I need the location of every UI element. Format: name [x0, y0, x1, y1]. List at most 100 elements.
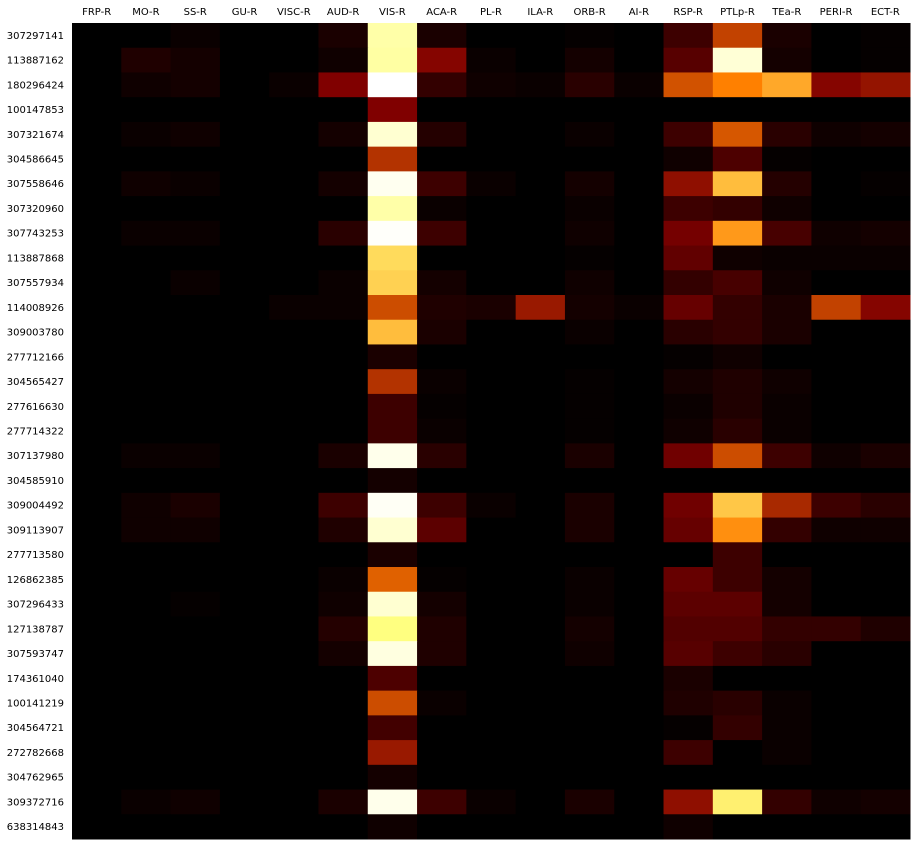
heatmap-cell-309113907-VISC-R: [269, 517, 319, 543]
heatmap-cell-304565427-AI-R: [614, 369, 665, 395]
heatmap-cell-304762965-PTLp-R: [712, 764, 763, 791]
heatmap-cell-307557934-ORB-R: [564, 270, 615, 296]
heatmap-cell-307321674-MO-R: [121, 121, 172, 148]
heatmap-cell-309003780-FRP-R: [72, 319, 122, 345]
heatmap-cell-126862385-TEa-R: [762, 567, 812, 593]
heatmap-cell-307557934-AUD-R: [318, 270, 369, 296]
row-label: 113887868: [7, 253, 64, 264]
column-label: ECT-R: [871, 7, 900, 18]
heatmap-cell-307557934-ECT-R: [860, 270, 911, 296]
heatmap-cell-307557934-PERI-R: [811, 270, 862, 296]
heatmap-cell-304565427-ECT-R: [860, 369, 911, 395]
heatmap-cell-100141219-FRP-R: [72, 690, 122, 716]
heatmap-cell-309113907-ECT-R: [860, 517, 911, 543]
heatmap-cell-277616630-VISC-R: [269, 393, 319, 420]
heatmap-cell-304585910-VISC-R: [269, 468, 319, 494]
heatmap-cell-307297141-FRP-R: [72, 23, 122, 49]
heatmap-cell-307296433-ORB-R: [564, 591, 615, 617]
heatmap-cell-307321674-RSP-R: [663, 121, 714, 148]
heatmap-cell-277713580-RSP-R: [663, 542, 714, 568]
heatmap-cell-307557934-ILA-R: [515, 270, 566, 296]
heatmap-cell-638314843-PERI-R: [811, 814, 862, 840]
heatmap-cell-272782668-GU-R: [219, 740, 270, 766]
heatmap-cell-307320960-PERI-R: [811, 196, 862, 222]
column-label: PERI-R: [820, 7, 853, 18]
heatmap-cell-180296424-TEa-R: [762, 72, 812, 98]
heatmap-cell-126862385-VIS-R: [367, 567, 418, 593]
heatmap-cell-277713580-ILA-R: [515, 542, 566, 568]
heatmap-cell-307321674-AI-R: [614, 121, 665, 148]
row-label: 304565427: [7, 377, 64, 388]
heatmap-cell-304565427-ILA-R: [515, 369, 566, 395]
row-label: 307137980: [7, 451, 64, 462]
heatmap-cell-180296424-RSP-R: [663, 72, 714, 98]
heatmap-cell-174361040-RSP-R: [663, 665, 714, 692]
heatmap-cell-307296433-ACA-R: [417, 591, 467, 617]
heatmap-cell-100147853-ILA-R: [515, 97, 566, 123]
heatmap-cell-277712166-ORB-R: [564, 344, 615, 370]
heatmap-cell-309003780-ACA-R: [417, 319, 467, 345]
heatmap-cell-277712166-ECT-R: [860, 344, 911, 370]
heatmap-cell-307297141-PL-R: [466, 23, 517, 49]
heatmap-cell-307557934-ACA-R: [417, 270, 467, 296]
heatmap-cell-272782668-ECT-R: [860, 740, 911, 766]
heatmap-cell-277714322-ACA-R: [417, 418, 467, 444]
heatmap-cell-307321674-VIS-R: [367, 121, 418, 148]
heatmap-cell-277714322-ILA-R: [515, 418, 566, 444]
heatmap-cell-100147853-AI-R: [614, 97, 665, 123]
heatmap-cell-304762965-ILA-R: [515, 764, 566, 791]
heatmap-cell-127138787-RSP-R: [663, 616, 714, 642]
heatmap-cell-114008926-VISC-R: [269, 295, 319, 321]
heatmap-cell-174361040-ACA-R: [417, 665, 467, 692]
heatmap-cell-272782668-VIS-R: [367, 740, 418, 766]
heatmap-cell-307557934-AI-R: [614, 270, 665, 296]
heatmap-cell-307558646-ECT-R: [860, 171, 911, 197]
heatmap-cell-277712166-VIS-R: [367, 344, 418, 370]
row-label: 307743253: [7, 229, 64, 240]
heatmap-cell-180296424-MO-R: [121, 72, 172, 98]
heatmap-cell-113887868-ECT-R: [860, 245, 911, 271]
heatmap-cells: [72, 23, 911, 840]
heatmap-cell-277616630-MO-R: [121, 393, 172, 420]
heatmap-cell-309113907-PERI-R: [811, 517, 862, 543]
heatmap-cell-174361040-ILA-R: [515, 665, 566, 692]
heatmap-cell-307297141-ORB-R: [564, 23, 615, 49]
heatmap-cell-304564721-RSP-R: [663, 715, 714, 741]
heatmap-cell-100141219-AUD-R: [318, 690, 369, 716]
heatmap-cell-307593747-ILA-R: [515, 641, 566, 667]
heatmap-cell-309113907-PTLp-R: [712, 517, 763, 543]
heatmap-cell-307557934-MO-R: [121, 270, 172, 296]
heatmap-cell-277714322-MO-R: [121, 418, 172, 444]
heatmap-cell-307743253-ILA-R: [515, 220, 566, 247]
heatmap-cell-174361040-ECT-R: [860, 665, 911, 692]
heatmap-cell-304586645-PERI-R: [811, 146, 862, 172]
heatmap-cell-304762965-VISC-R: [269, 764, 319, 791]
heatmap-cell-277714322-AI-R: [614, 418, 665, 444]
heatmap-cell-113887162-GU-R: [219, 47, 270, 73]
column-label: ACA-R: [426, 7, 457, 18]
heatmap-cell-309003780-AI-R: [614, 319, 665, 345]
column-label: VIS-R: [379, 7, 406, 18]
heatmap-cell-180296424-ECT-R: [860, 72, 911, 98]
heatmap-cell-277616630-PTLp-R: [712, 393, 763, 420]
heatmap-cell-304565427-ORB-R: [564, 369, 615, 395]
heatmap-cell-307320960-ORB-R: [564, 196, 615, 222]
row-label: 277713580: [7, 550, 64, 561]
heatmap-cell-309004492-ORB-R: [564, 492, 615, 519]
heatmap-cell-272782668-RSP-R: [663, 740, 714, 766]
heatmap-cell-309003780-MO-R: [121, 319, 172, 345]
heatmap-cell-307558646-FRP-R: [72, 171, 122, 197]
heatmap-cell-307137980-ILA-R: [515, 443, 566, 469]
heatmap-cell-272782668-PTLp-R: [712, 740, 763, 766]
heatmap-cell-180296424-PERI-R: [811, 72, 862, 98]
heatmap-cell-277714322-AUD-R: [318, 418, 369, 444]
heatmap-cell-272782668-ILA-R: [515, 740, 566, 766]
heatmap-cell-277616630-PL-R: [466, 393, 517, 420]
heatmap-cell-100147853-ECT-R: [860, 97, 911, 123]
column-label: AI-R: [629, 7, 649, 18]
heatmap-cell-113887162-PERI-R: [811, 47, 862, 73]
heatmap-cell-277616630-AUD-R: [318, 393, 369, 420]
heatmap-cell-304762965-PERI-R: [811, 764, 862, 791]
heatmap-cell-309372716-FRP-R: [72, 789, 122, 815]
heatmap-cell-307296433-ECT-R: [860, 591, 911, 617]
